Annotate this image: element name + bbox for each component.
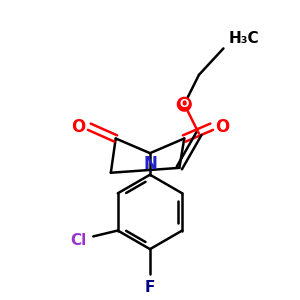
Text: F: F [145,280,155,296]
Text: Cl: Cl [70,233,86,248]
Text: H₃C: H₃C [228,32,259,46]
Text: O: O [180,99,189,109]
Text: O: O [216,118,230,136]
Text: O: O [71,118,85,136]
Circle shape [177,98,191,111]
Text: N: N [143,155,157,173]
